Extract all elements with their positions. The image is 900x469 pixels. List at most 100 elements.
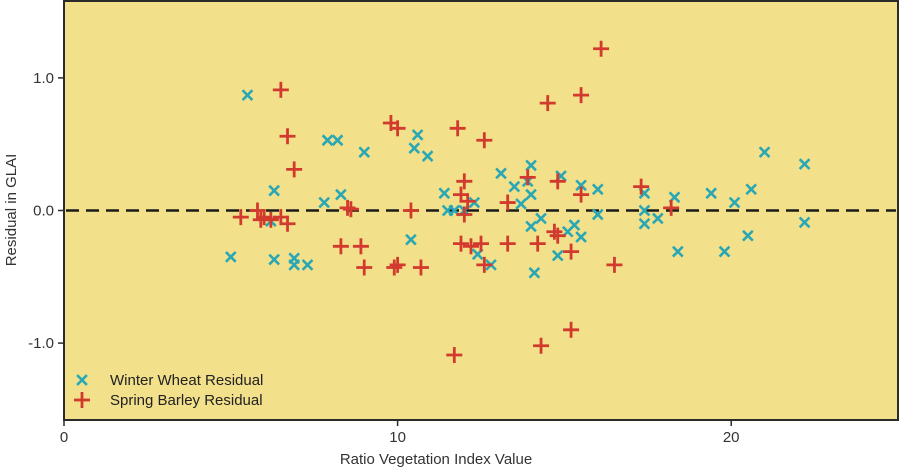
spring-barley-point (389, 120, 406, 137)
winter-wheat-point (575, 179, 587, 192)
winter-wheat-point (508, 180, 521, 193)
winter-wheat-point (421, 150, 434, 162)
spring-barley-point (533, 337, 550, 354)
winter-wheat-point (535, 212, 547, 225)
winter-wheat-point (288, 259, 301, 271)
spring-barley-point (633, 178, 650, 195)
spring-barley-point (459, 193, 476, 210)
y-tick-label: -1.0 (28, 335, 54, 352)
spring-barley-point (499, 194, 516, 211)
y-tick-label: 1.0 (33, 70, 54, 87)
winter-wheat-point (525, 220, 537, 233)
spring-barley-point (452, 235, 469, 252)
winter-wheat-point (321, 134, 334, 147)
winter-wheat-point (268, 184, 281, 197)
legend-plus-icon (74, 392, 90, 408)
spring-barley-point (272, 81, 289, 98)
spring-barley-point (573, 87, 590, 104)
winter-wheat-point (718, 245, 731, 258)
winter-wheat-point (671, 245, 684, 258)
x-axis-ticks: 0 10 20 (60, 420, 740, 446)
spring-barley-point (663, 199, 680, 216)
spring-barley-point (279, 128, 296, 145)
x-tick-label: 0 (60, 429, 68, 446)
spring-barley-point (563, 243, 580, 260)
y-axis-ticks: 1.0 0.0 -1.0 (28, 70, 64, 352)
spring-barley-point (449, 120, 466, 137)
winter-wheat-point (241, 89, 254, 101)
winter-wheat-point (331, 134, 344, 147)
legend-label: Winter Wheat Residual (110, 372, 263, 389)
spring-barley-point (456, 173, 473, 190)
spring-barley-point (389, 256, 406, 273)
x-tick-label: 10 (389, 429, 406, 446)
winter-wheat-point (438, 187, 451, 200)
spring-barley-point (476, 132, 493, 149)
spring-barley-point (356, 259, 373, 276)
winter-wheat-point (301, 259, 314, 271)
spring-barley-point (446, 347, 463, 364)
winter-wheat-point (525, 159, 537, 172)
winter-wheat-point (411, 129, 424, 141)
spring-barley-point (412, 259, 429, 276)
spring-barley-point (563, 321, 580, 338)
legend-label: Spring Barley Residual (110, 392, 263, 409)
spring-barley-point (352, 238, 369, 255)
spring-barley-point (539, 95, 556, 112)
spring-barley-point (462, 238, 479, 255)
winter-wheat-point (405, 233, 417, 246)
spring-barley-point (519, 169, 536, 186)
spring-barley-point (593, 40, 610, 57)
spring-barley-point (402, 202, 419, 219)
winter-wheat-point (358, 146, 371, 158)
x-axis-title: Ratio Vegetation Index Value (340, 451, 532, 468)
x-tick-label: 20 (723, 429, 740, 446)
winter-wheat-point (335, 188, 347, 201)
spring-barley-point (499, 235, 516, 252)
winter-wheat-point (495, 167, 507, 180)
winter-wheat-point (551, 249, 564, 262)
winter-wheat-point (224, 251, 237, 263)
winter-wheat-point (798, 158, 811, 170)
winter-wheat-point (528, 266, 541, 279)
winter-wheat-point (525, 188, 537, 201)
spring-barley-point (286, 161, 303, 178)
winter-wheat-point (568, 219, 581, 231)
winter-wheat-point (591, 208, 604, 221)
spring-barley-point (232, 209, 249, 226)
spring-barley-point (476, 256, 493, 273)
winter-wheat-point (758, 146, 771, 158)
spring-barley-point (262, 211, 279, 228)
winter-wheat-point (728, 196, 741, 209)
spring-barley-point (473, 235, 489, 252)
winter-wheat-point (705, 187, 718, 200)
y-tick-label: 0.0 (33, 203, 54, 220)
winter-wheat-point (575, 231, 587, 243)
winter-wheat-point (318, 196, 331, 209)
winter-wheat-point (268, 253, 281, 266)
y-axis-title: Residual in GLAI (3, 154, 20, 267)
winter-wheat-point (638, 204, 651, 217)
spring-barley-point (456, 206, 473, 223)
spring-barley-point (529, 235, 546, 252)
spring-barley-point (332, 238, 349, 255)
spring-barley-point (279, 215, 296, 232)
winter-wheat-point (515, 198, 527, 210)
spring-barley-point (606, 256, 623, 273)
spring-barley-point (573, 186, 590, 203)
spring-barley-point (549, 173, 566, 190)
winter-wheat-point (745, 183, 758, 196)
legend: Winter Wheat Residual Spring Barley Resid… (74, 372, 263, 409)
spring-barley-point (342, 201, 359, 218)
winter-wheat-point (591, 183, 604, 196)
winter-wheat-point (742, 229, 754, 242)
winter-wheat-point (408, 142, 421, 155)
winter-wheat-point (798, 216, 811, 229)
winter-wheat-point (638, 217, 651, 230)
winter-wheat-point (651, 212, 664, 225)
data-marks (224, 40, 811, 364)
spring-barley-point (549, 227, 566, 244)
spring-barley-point (386, 259, 403, 276)
legend-x-icon (76, 374, 88, 386)
